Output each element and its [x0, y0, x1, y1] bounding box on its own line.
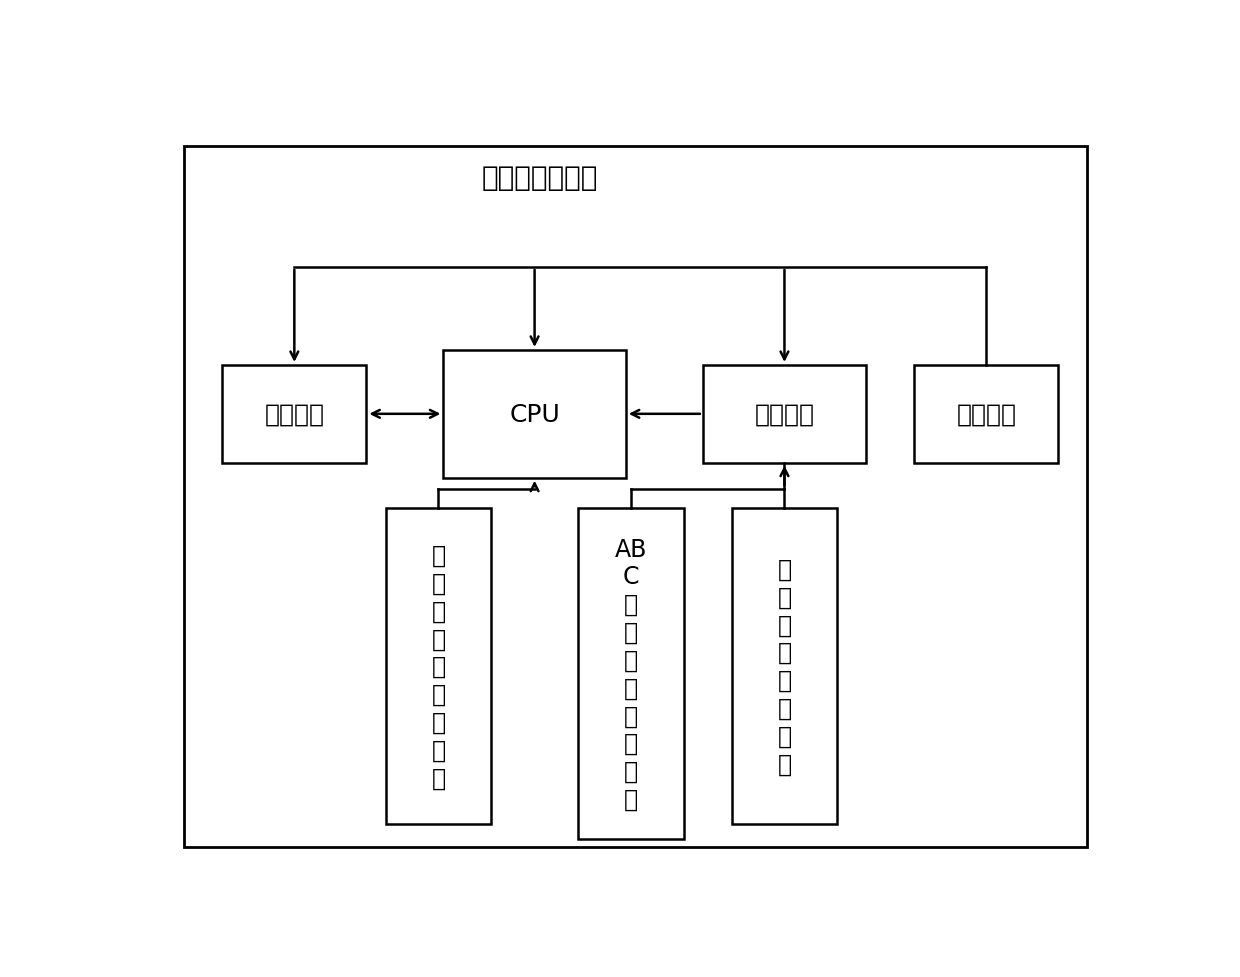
Bar	[386, 508, 491, 825]
Text: 通讯单元: 通讯单元	[264, 403, 325, 426]
Bar	[732, 508, 837, 825]
Bar	[578, 508, 683, 839]
Bar	[444, 351, 626, 479]
Text: 多
路
开
关
量
输
入
单
元: 多 路 开 关 量 输 入 单 元	[432, 543, 445, 789]
Text: 电源单元: 电源单元	[956, 403, 1017, 426]
Text: 运放单元: 运放单元	[754, 403, 815, 426]
Text: 多
路
电
流
采
样
单
元: 多 路 电 流 采 样 单 元	[777, 557, 791, 776]
Bar	[222, 365, 367, 463]
Bar	[914, 365, 1059, 463]
Bar	[703, 365, 866, 463]
Text: CPU: CPU	[510, 403, 560, 426]
Text: AB
C
三
相
电
压
采
样
单
元: AB C 三 相 电 压 采 样 单 元	[615, 537, 647, 811]
Text: 多回路控制终端: 多回路控制终端	[481, 163, 598, 191]
